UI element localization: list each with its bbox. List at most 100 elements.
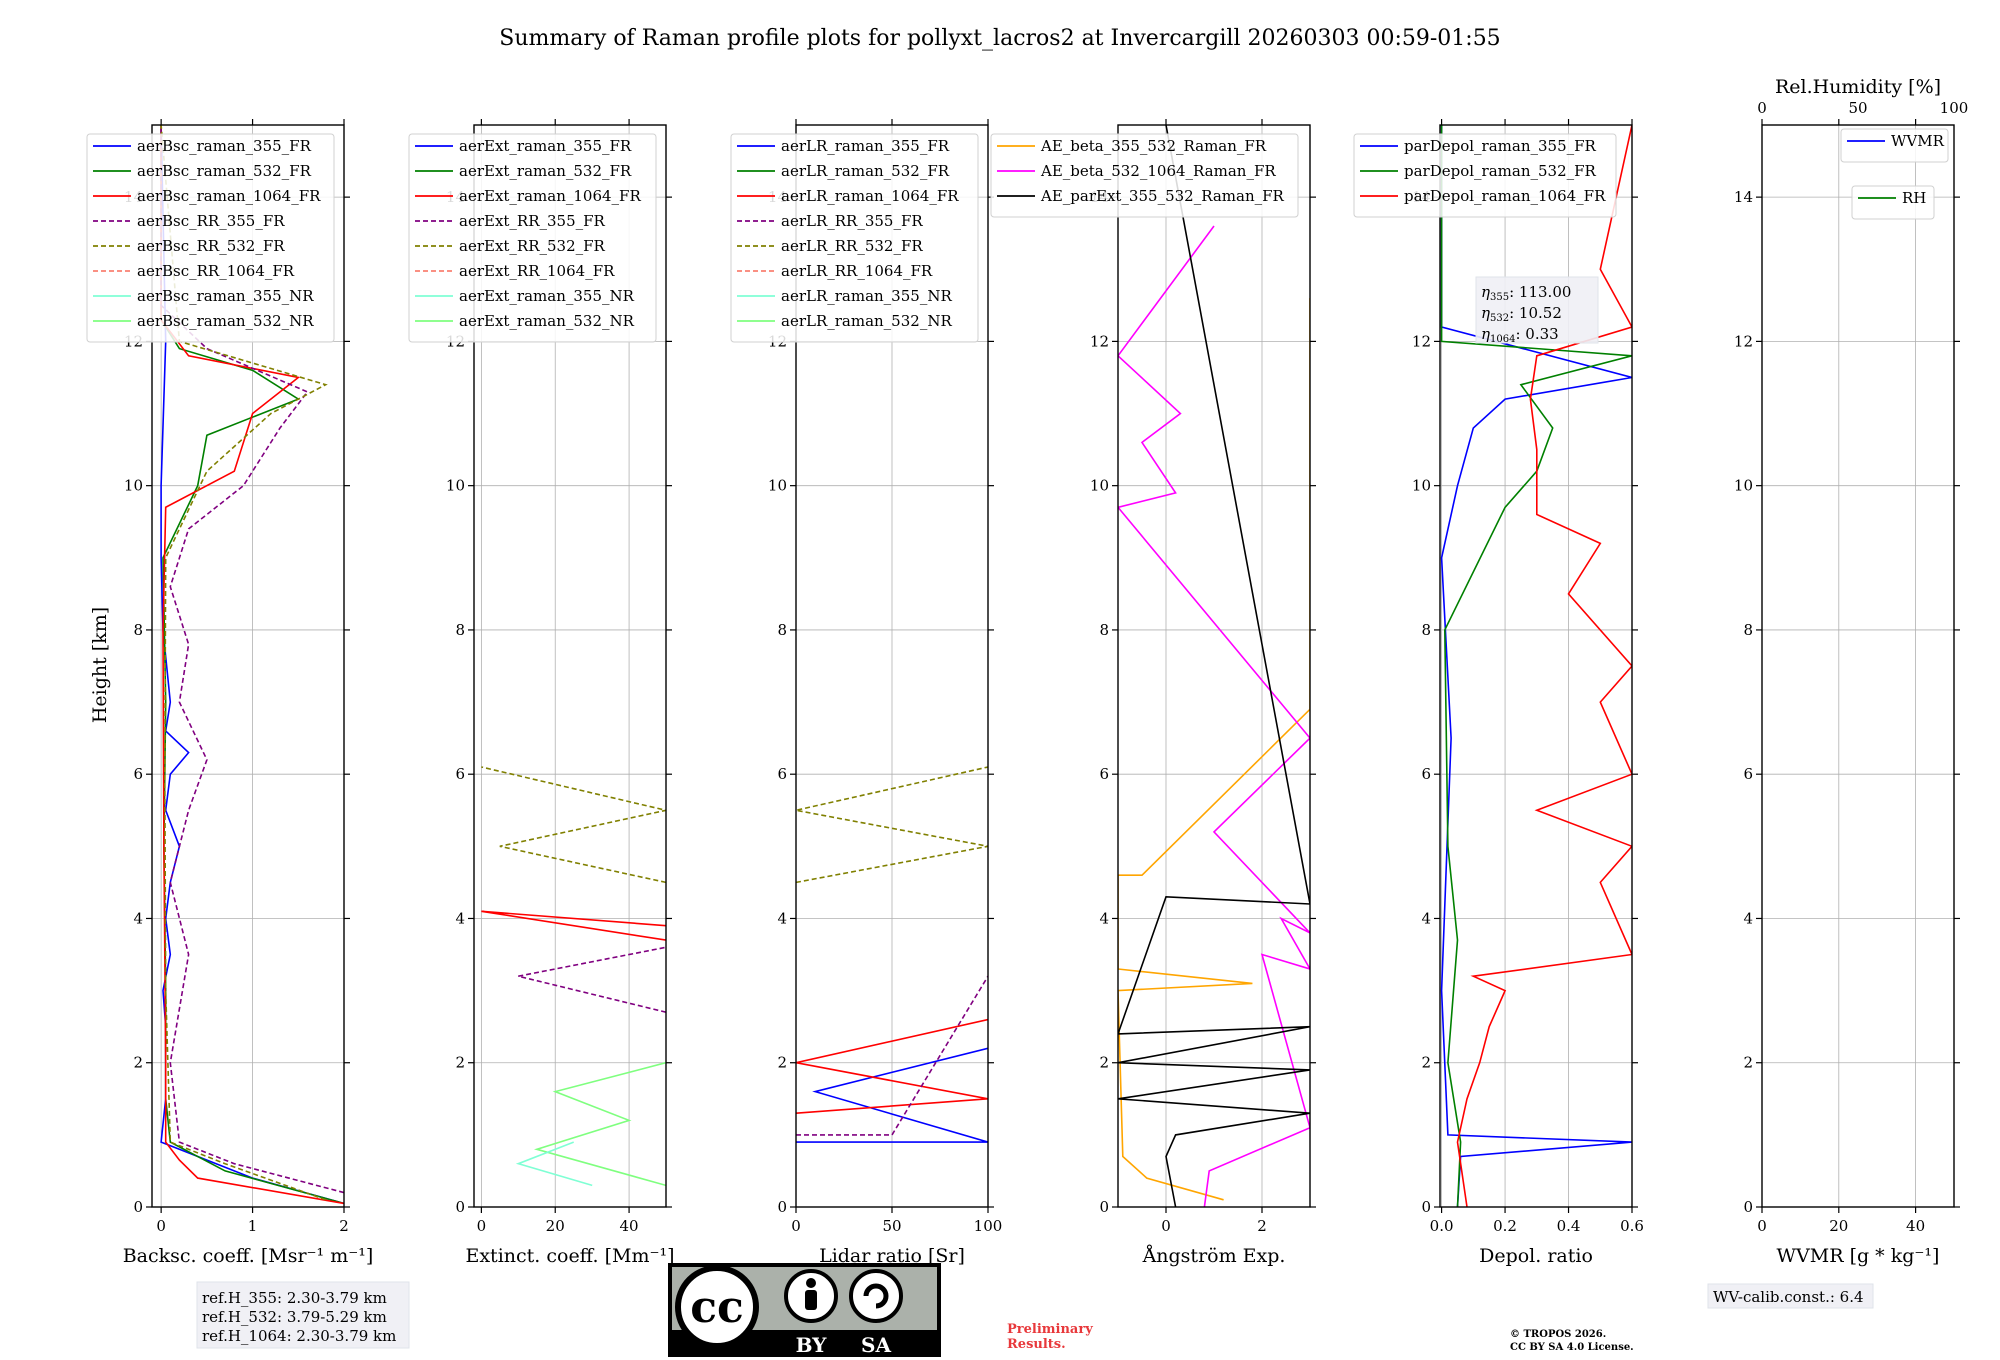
- ref-height-1064: ref.H_1064: 2.30-3.79 km: [202, 1327, 396, 1345]
- y-tick-label: 4: [455, 909, 465, 927]
- legend-label-aerExt_RR_532_FR: aerExt_RR_532_FR: [459, 237, 606, 255]
- series-group: [481, 766, 666, 1187]
- x-tick-label: 0: [791, 1217, 801, 1235]
- legend: WVMR: [1840, 128, 1949, 163]
- top-axis-label: Rel.Humidity [%]: [1775, 76, 1941, 98]
- legend-label-parDepol_raman_1064_FR: parDepol_raman_1064_FR: [1404, 187, 1606, 205]
- legend-label-aerLR_raman_355_FR: aerLR_raman_355_FR: [781, 137, 950, 155]
- cc-sa-label: SA: [861, 1333, 891, 1357]
- series-aerExt_RR_355_FR: [518, 946, 666, 1013]
- sa-arrow-icon: [863, 1283, 889, 1309]
- y-tick-label: 2: [133, 1054, 143, 1072]
- panel-lr: 02468101214050100Lidar ratio [Sr]aerLR_r…: [730, 119, 1002, 1267]
- panel-wv: 0 2 4 6 8 10 12 14 0 20 40 WVMR [g * kg⁻¹] 0 50 100Rel…: [1734, 76, 1968, 1267]
- x-axis-label: Depol. ratio: [1479, 1245, 1593, 1267]
- legend-frame: [1851, 185, 1935, 220]
- x-tick-label: 2: [1257, 1217, 1267, 1235]
- y-tick-label: 6: [455, 765, 465, 783]
- eta-355: η355: 113.00: [1481, 283, 1571, 303]
- y-tick-label: 0: [1099, 1198, 1109, 1216]
- y-tick-label: 6: [133, 765, 143, 783]
- legend-label-aerExt_raman_355_NR: aerExt_raman_355_NR: [459, 287, 635, 305]
- y-tick-label: 12: [1412, 332, 1431, 350]
- y-tick-label: 10: [1412, 477, 1431, 495]
- x-axis-label: Ångström Exp.: [1142, 1245, 1286, 1267]
- legend-label-aerBsc_raman_532_NR: aerBsc_raman_532_NR: [137, 312, 314, 330]
- wv-calib-box: WV-calib.const.: 6.4: [1707, 1283, 1874, 1309]
- axes-frame: [1117, 124, 1311, 1208]
- x-tick-label: 2: [339, 1217, 349, 1235]
- legend: aerBsc_raman_355_FR aerBsc_raman_532_FRae…: [86, 133, 335, 343]
- series-aerLR_RR_532_FR: [796, 766, 988, 884]
- legend-label-WVMR: WVMR: [1891, 132, 1945, 150]
- x-tick-label: 0: [1757, 1217, 1767, 1235]
- y-tick-label: 8: [777, 621, 787, 639]
- y-tick-label: 10: [768, 477, 787, 495]
- legend-label-aerLR_RR_355_FR: aerLR_RR_355_FR: [781, 212, 923, 230]
- y-tick-label: 8: [1421, 621, 1431, 639]
- y-tick-label: 2: [1743, 1054, 1753, 1072]
- by-person-body-icon: [805, 1290, 817, 1310]
- series-group: [160, 125, 344, 1205]
- legend-label-aerBsc_RR_532_FR: aerBsc_RR_532_FR: [137, 237, 285, 255]
- series-AE_parExt_355_532_Raman_FR: [1118, 125, 1310, 1207]
- legend-frame: [86, 133, 335, 343]
- y-tick-label: 4: [1099, 909, 1109, 927]
- ref-height-532: ref.H_532: 3.79-5.29 km: [202, 1308, 387, 1326]
- ref-heights-box: ref.H_355: 2.30-3.79 km ref.H_532: 3.79-…: [196, 1281, 410, 1349]
- y-tick-label: 8: [1743, 621, 1753, 639]
- legend-label-aerLR_RR_1064_FR: aerLR_RR_1064_FR: [781, 262, 933, 280]
- y-tick-label: 2: [455, 1054, 465, 1072]
- axes-frame: [1761, 124, 1955, 1208]
- legend: aerLR_raman_355_FR aerLR_raman_532_FR aerL…: [730, 133, 979, 343]
- legend-label-aerBsc_raman_355_FR: aerBsc_raman_355_FR: [137, 137, 312, 155]
- legend-label-parDepol_raman_355_FR: parDepol_raman_355_FR: [1404, 137, 1597, 155]
- y-tick-label: 4: [133, 909, 143, 927]
- series-aerLR_raman_355_FR: [796, 1047, 988, 1143]
- legend-label-aerLR_raman_1064_FR: aerLR_raman_1064_FR: [781, 187, 959, 205]
- y-tick-label: 10: [1734, 477, 1753, 495]
- top-tick-label: 0: [1757, 99, 1767, 117]
- legend-frame: [730, 133, 979, 343]
- series-aerBsc_raman_532_FR: [160, 125, 344, 1205]
- series-aerExt_raman_355_NR: [515, 1141, 593, 1187]
- x-tick-label: 1: [248, 1217, 258, 1235]
- y-tick-label: 8: [1099, 621, 1109, 639]
- legend-label-aerExt_raman_355_FR: aerExt_raman_355_FR: [459, 137, 632, 155]
- y-axis-label: Height [km]: [89, 607, 111, 723]
- legend: parDepol_raman_355_FR parDepol_raman_532_…: [1353, 133, 1617, 218]
- y-tick-label: 4: [777, 909, 787, 927]
- x-tick-label: 0.0: [1430, 1217, 1454, 1235]
- x-axis-label: Lidar ratio [Sr]: [819, 1245, 965, 1267]
- legend: aerExt_raman_355_FR aerExt_raman_532_FRae…: [408, 133, 657, 343]
- legend-label-AE_beta_355_532_Raman_FR: AE_beta_355_532_Raman_FR: [1040, 137, 1267, 155]
- cc-by-sa-logo: cc BY SA: [668, 1263, 941, 1357]
- x-tick-label: 0: [1161, 1217, 1171, 1235]
- eta-1064: η1064: 0.33: [1481, 325, 1559, 345]
- y-tick-label: 4: [1743, 909, 1753, 927]
- ref-heights-background: [196, 1281, 410, 1349]
- legend: RH: [1851, 185, 1935, 220]
- y-tick-label: 2: [777, 1054, 787, 1072]
- series-group: [1440, 125, 1632, 1207]
- x-tick-label: 0.2: [1493, 1217, 1517, 1235]
- x-axis-label: WVMR [g * kg⁻¹]: [1777, 1245, 1940, 1267]
- x-tick-label: 40: [620, 1217, 639, 1235]
- series-aerLR_raman_1064_FR: [796, 1018, 988, 1114]
- wv-calib-background: [1707, 1283, 1874, 1309]
- y-tick-label: 6: [1099, 765, 1109, 783]
- y-tick-label: 0: [1421, 1198, 1431, 1216]
- eta-background: [1475, 276, 1599, 344]
- x-tick-label: 0: [477, 1217, 487, 1235]
- x-tick-label: 20: [546, 1217, 565, 1235]
- legend-label-parDepol_raman_532_FR: parDepol_raman_532_FR: [1404, 162, 1597, 180]
- legend-label-aerBsc_raman_532_FR: aerBsc_raman_532_FR: [137, 162, 312, 180]
- x-tick-label: 40: [1906, 1217, 1925, 1235]
- legend-frame: [1353, 133, 1617, 218]
- legend-label-aerExt_raman_532_FR: aerExt_raman_532_FR: [459, 162, 632, 180]
- wv-calib-text: WV-calib.const.: 6.4: [1713, 1288, 1864, 1306]
- legend-label-aerBsc_RR_1064_FR: aerBsc_RR_1064_FR: [137, 262, 295, 280]
- panel-bsc: 02468101214012Backsc. coeff. [Msr⁻¹ m⁻¹]…: [86, 119, 373, 1267]
- top-tick-label: 100: [1940, 99, 1969, 117]
